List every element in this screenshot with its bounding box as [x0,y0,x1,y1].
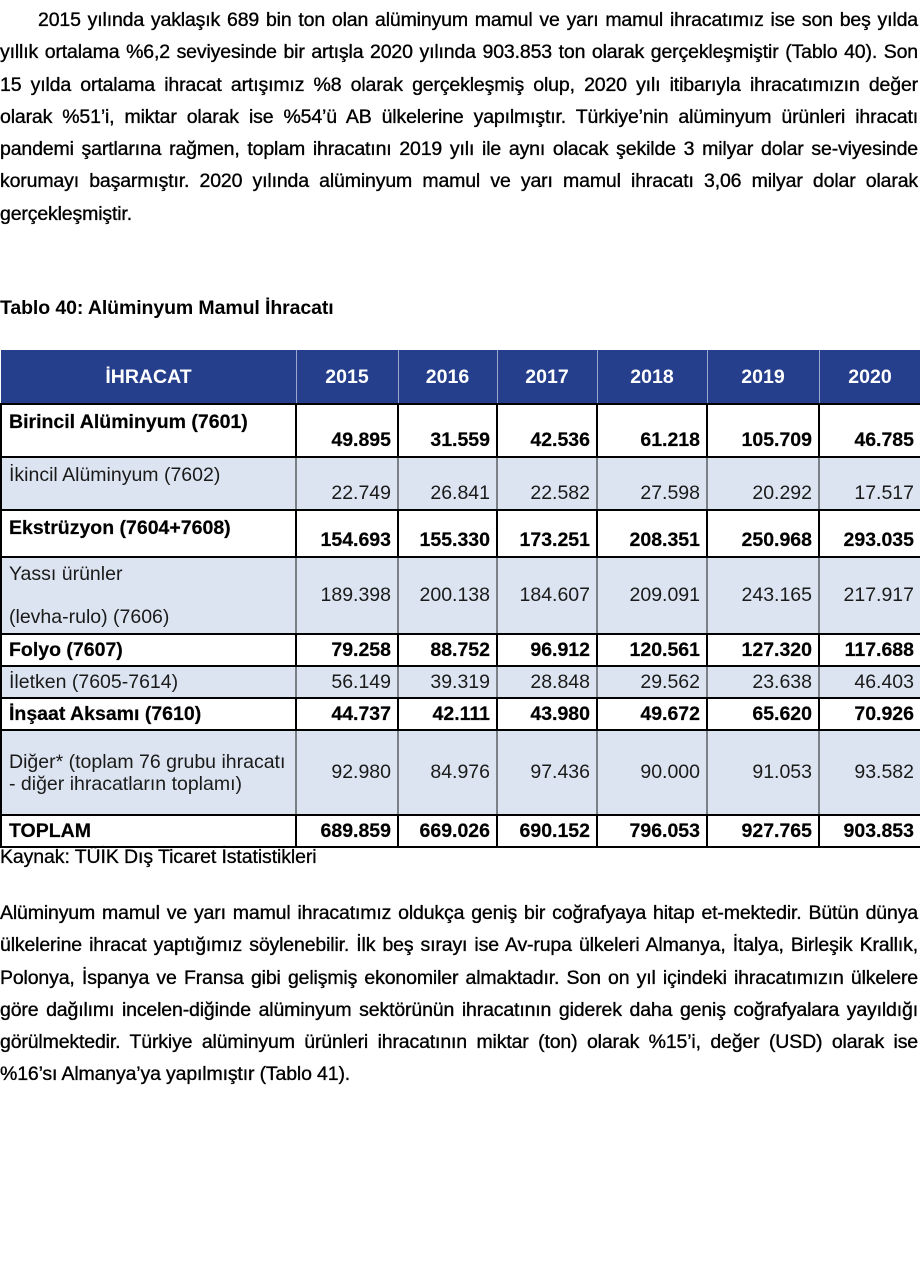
cell-2016: 669.026 [397,814,498,848]
cell-2016: 26.841 [397,456,498,511]
cell-2017: 96.912 [496,633,598,667]
table-total-row: TOPLAM 689.859 669.026 690.152 796.053 9… [0,814,920,848]
cell-2018: 49.672 [596,697,708,731]
table-row: İletken (7605-7614) 56.149 39.319 28.848… [0,665,920,699]
row-label: Birincil Alüminyum (7601) [0,403,297,458]
table-row: Diğer* (toplam 76 grubu ihracatı - diğer… [0,729,920,816]
cell-2020: 903.853 [818,814,920,848]
table-source-note: Kaynak: TÜİK Dış Ticaret İstatistikleri [0,846,317,868]
cell-2018: 796.053 [596,814,708,848]
header-2019: 2019 [706,350,820,404]
cell-2018: 27.598 [596,456,708,511]
aluminum-export-table: İHRACAT 2015 2016 2017 2018 2019 2020 Bi… [0,350,920,848]
cell-2015: 56.149 [295,665,399,699]
intro-paragraph: 2015 yılında yaklaşık 689 bin ton olan a… [0,9,918,225]
cell-2019: 927.765 [706,814,820,848]
cell-2015: 154.693 [295,509,399,558]
header-2016: 2016 [397,350,498,404]
cell-2017: 22.582 [496,456,598,511]
cell-2015: 49.895 [295,403,399,458]
table-row: İnşaat Aksamı (7610) 44.737 42.111 43.98… [0,697,920,731]
cell-2020: 46.785 [818,403,920,458]
cell-2017: 97.436 [496,729,598,816]
cell-2019: 65.620 [706,697,820,731]
table-row: Folyo (7607) 79.258 88.752 96.912 120.56… [0,633,920,667]
row-label: Diğer* (toplam 76 grubu ihracatı - diğer… [0,729,297,816]
table-caption: Tablo 40: Alüminyum Mamul İhracatı [0,297,334,319]
cell-2015: 189.398 [295,556,399,635]
cell-2019: 250.968 [706,509,820,558]
table-row: İkincil Alüminyum (7602) 22.749 26.841 2… [0,456,920,511]
row-label: Yassı ürünler (levha-rulo) (7606) [0,556,297,635]
cell-2020: 70.926 [818,697,920,731]
table-header-row: İHRACAT 2015 2016 2017 2018 2019 2020 [0,350,920,404]
row-label: Folyo (7607) [0,633,297,667]
row-label: Ekstrüzyon (7604+7608) [0,509,297,558]
cell-2019: 20.292 [706,456,820,511]
cell-2015: 79.258 [295,633,399,667]
cell-2017: 43.980 [496,697,598,731]
cell-2016: 31.559 [397,403,498,458]
cell-2017: 690.152 [496,814,598,848]
table-row: Yassı ürünler (levha-rulo) (7606) 189.39… [0,556,920,635]
cell-2018: 29.562 [596,665,708,699]
cell-2018: 208.351 [596,509,708,558]
cell-2016: 42.111 [397,697,498,731]
cell-2016: 88.752 [397,633,498,667]
cell-2018: 90.000 [596,729,708,816]
cell-2016: 39.319 [397,665,498,699]
cell-2020: 46.403 [818,665,920,699]
header-2020: 2020 [818,350,920,404]
cell-2019: 91.053 [706,729,820,816]
cell-2015: 92.980 [295,729,399,816]
cell-2015: 22.749 [295,456,399,511]
cell-2015: 44.737 [295,697,399,731]
header-2015: 2015 [295,350,399,404]
table-row: Ekstrüzyon (7604+7608) 154.693 155.330 1… [0,509,920,558]
cell-2018: 120.561 [596,633,708,667]
header-ihracat: İHRACAT [0,350,297,404]
cell-2017: 173.251 [496,509,598,558]
row-label-line-1: Yassı ürünler [9,563,123,585]
cell-2020: 117.688 [818,633,920,667]
cell-2019: 243.165 [706,556,820,635]
cell-2019: 23.638 [706,665,820,699]
cell-2019: 127.320 [706,633,820,667]
cell-2017: 42.536 [496,403,598,458]
row-label: TOPLAM [0,814,297,848]
row-label-line-2: (levha-rulo) (7606) [9,606,170,628]
table-row: Birincil Alüminyum (7601) 49.895 31.559 … [0,403,920,458]
cell-2016: 200.138 [397,556,498,635]
outro-paragraph: Alüminyum mamul ve yarı mamul ihracatımı… [0,902,918,1086]
cell-2017: 184.607 [496,556,598,635]
cell-2020: 17.517 [818,456,920,511]
cell-2019: 105.709 [706,403,820,458]
cell-2015: 689.859 [295,814,399,848]
cell-2020: 293.035 [818,509,920,558]
cell-2020: 93.582 [818,729,920,816]
cell-2016: 84.976 [397,729,498,816]
row-label: İnşaat Aksamı (7610) [0,697,297,731]
cell-2016: 155.330 [397,509,498,558]
row-label: İletken (7605-7614) [0,665,297,699]
header-2017: 2017 [496,350,598,404]
cell-2018: 61.218 [596,403,708,458]
header-2018: 2018 [596,350,708,404]
cell-2017: 28.848 [496,665,598,699]
cell-2020: 217.917 [818,556,920,635]
row-label: İkincil Alüminyum (7602) [0,456,297,511]
cell-2018: 209.091 [596,556,708,635]
